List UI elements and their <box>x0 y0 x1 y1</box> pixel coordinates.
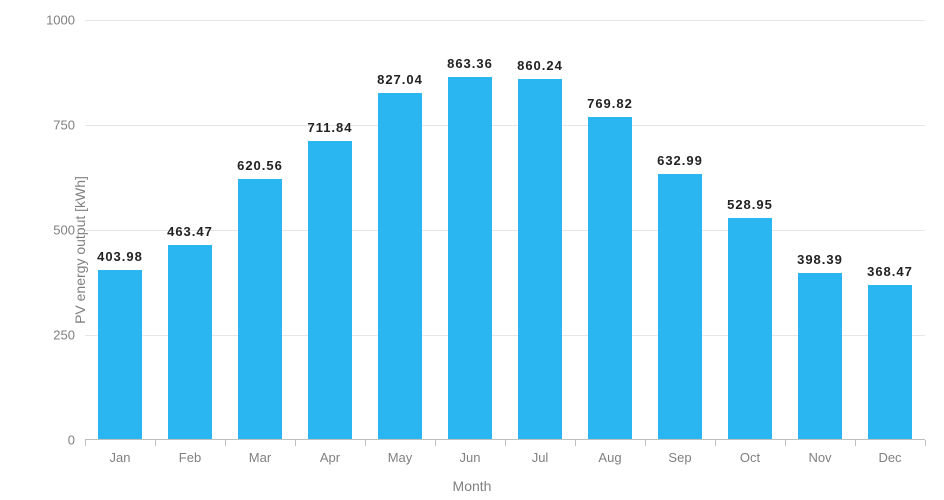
y-tick-label: 500 <box>53 223 85 238</box>
x-tick-mark <box>925 440 926 446</box>
x-tick-mark <box>855 440 856 446</box>
x-tick-label: Jul <box>532 450 549 465</box>
x-tick-mark <box>645 440 646 446</box>
x-tick-label: Feb <box>179 450 201 465</box>
y-tick-label: 750 <box>53 118 85 133</box>
y-tick-label: 250 <box>53 328 85 343</box>
pv-energy-bar-chart: PV energy output [kWh] 02505007501000 40… <box>0 0 944 500</box>
bar-slot: 368.47 <box>855 20 925 440</box>
bar-value-label: 632.99 <box>657 153 703 168</box>
bar-value-label: 403.98 <box>97 249 143 264</box>
x-tick-label: Oct <box>740 450 760 465</box>
x-tick-label: Sep <box>668 450 691 465</box>
x-tick-mark <box>715 440 716 446</box>
bar-slot: 769.82 <box>575 20 645 440</box>
x-tick-label: Aug <box>598 450 621 465</box>
bar-value-label: 528.95 <box>727 197 773 212</box>
bar: 368.47 <box>868 285 911 440</box>
y-tick-label: 0 <box>68 433 85 448</box>
x-tick-mark <box>435 440 436 446</box>
bar: 620.56 <box>238 179 281 440</box>
x-tick-label: Apr <box>320 450 340 465</box>
bar-value-label: 463.47 <box>167 224 213 239</box>
bar: 860.24 <box>518 79 561 440</box>
bar-slot: 528.95 <box>715 20 785 440</box>
bar: 398.39 <box>798 273 841 440</box>
bar-value-label: 711.84 <box>307 120 352 135</box>
x-tick-label: Jun <box>460 450 481 465</box>
bar: 463.47 <box>168 245 211 440</box>
bar-slot: 827.04 <box>365 20 435 440</box>
bar-value-label: 827.04 <box>377 72 423 87</box>
x-tick-label: May <box>388 450 413 465</box>
bar-value-label: 863.36 <box>447 56 493 71</box>
bars-layer: 403.98 463.47 620.56 711.84 827.04 863.36 860.… <box>85 20 925 440</box>
x-tick-mark <box>505 440 506 446</box>
bar-value-label: 398.39 <box>797 252 843 267</box>
x-tick-mark <box>85 440 86 446</box>
bar: 528.95 <box>728 218 771 440</box>
bar-slot: 620.56 <box>225 20 295 440</box>
bar: 863.36 <box>448 77 491 440</box>
bar: 711.84 <box>308 141 351 440</box>
x-tick-mark <box>295 440 296 446</box>
bar-slot: 860.24 <box>505 20 575 440</box>
bar-slot: 403.98 <box>85 20 155 440</box>
bar: 403.98 <box>98 270 141 440</box>
bar-slot: 398.39 <box>785 20 855 440</box>
x-tick-label: Dec <box>878 450 901 465</box>
bar-slot: 711.84 <box>295 20 365 440</box>
y-tick-label: 1000 <box>46 13 85 28</box>
x-tick-mark <box>155 440 156 446</box>
bar-value-label: 368.47 <box>867 264 913 279</box>
bar-value-label: 769.82 <box>587 96 633 111</box>
bar-slot: 463.47 <box>155 20 225 440</box>
bar-value-label: 860.24 <box>517 58 563 73</box>
bar: 827.04 <box>378 93 421 440</box>
bar-value-label: 620.56 <box>237 158 283 173</box>
bar-slot: 632.99 <box>645 20 715 440</box>
x-tick-mark <box>365 440 366 446</box>
bar-slot: 863.36 <box>435 20 505 440</box>
x-axis-title: Month <box>0 478 944 494</box>
x-tick-label: Nov <box>808 450 831 465</box>
bar: 769.82 <box>588 117 631 440</box>
x-tick-mark <box>575 440 576 446</box>
x-tick-label: Jan <box>110 450 131 465</box>
x-tick-label: Mar <box>249 450 271 465</box>
x-tick-mark <box>225 440 226 446</box>
bar: 632.99 <box>658 174 701 440</box>
plot-area: 02505007501000 403.98463.47620.56711.848… <box>85 20 925 440</box>
x-tick-mark <box>785 440 786 446</box>
